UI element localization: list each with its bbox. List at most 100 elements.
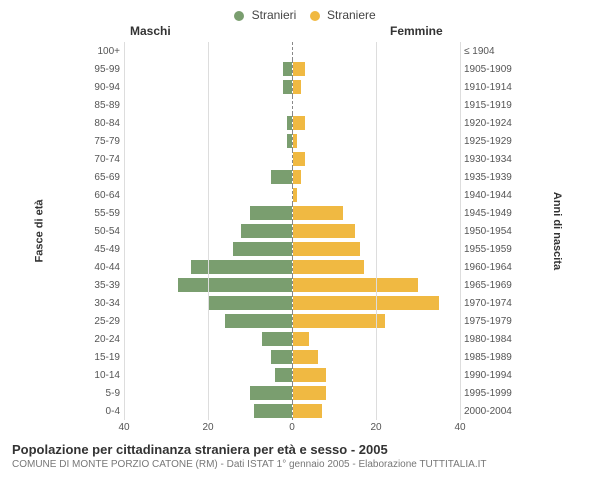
- male-bar: [225, 314, 292, 328]
- x-tick: 20: [202, 422, 213, 433]
- x-tick: 0: [289, 422, 295, 433]
- female-bar: [293, 332, 310, 346]
- birth-year-label: 1935-1939: [460, 172, 520, 183]
- female-bar: [293, 296, 440, 310]
- table-row: 95-99 1905-1909: [80, 60, 520, 78]
- female-bar: [293, 62, 306, 76]
- age-label: 100+: [80, 46, 124, 57]
- x-tick: 40: [454, 422, 465, 433]
- female-bar: [293, 188, 297, 202]
- birth-year-label: 1990-1994: [460, 370, 520, 381]
- age-label: 75-79: [80, 136, 124, 147]
- chart-footer: Popolazione per cittadinanza straniera p…: [10, 442, 590, 470]
- table-row: 5-9 1995-1999: [80, 384, 520, 402]
- x-tick: 40: [118, 422, 129, 433]
- table-row: 85-891915-1919: [80, 96, 520, 114]
- female-bar: [293, 206, 343, 220]
- y-axis-left-title: Fasce di età: [33, 200, 45, 263]
- birth-year-label: 1970-1974: [460, 298, 520, 309]
- male-bar: [191, 260, 292, 274]
- age-label: 70-74: [80, 154, 124, 165]
- x-axis: 0 20 20 40 40: [80, 420, 520, 438]
- female-bar: [293, 314, 385, 328]
- birth-year-label: 1925-1929: [460, 136, 520, 147]
- legend-label-male: Stranieri: [252, 8, 297, 22]
- female-bar: [293, 368, 327, 382]
- table-row: 15-19 1985-1989: [80, 348, 520, 366]
- chart-title: Popolazione per cittadinanza straniera p…: [12, 442, 588, 457]
- y-axis-right-title: Anni di nascita: [551, 192, 563, 270]
- birth-year-label: 2000-2004: [460, 406, 520, 417]
- age-label: 60-64: [80, 190, 124, 201]
- male-bar: [271, 350, 292, 364]
- age-label: 5-9: [80, 388, 124, 399]
- female-bar: [293, 116, 306, 130]
- age-label: 90-94: [80, 82, 124, 93]
- table-row: 80-841920-1924: [80, 114, 520, 132]
- age-label: 10-14: [80, 370, 124, 381]
- age-label: 25-29: [80, 316, 124, 327]
- female-bar: [293, 242, 360, 256]
- table-row: 75-79 1925-1929: [80, 132, 520, 150]
- table-row: 25-291975-1979: [80, 312, 520, 330]
- age-label: 65-69: [80, 172, 124, 183]
- female-bar: [293, 152, 306, 166]
- female-bar: [293, 80, 301, 94]
- age-label: 45-49: [80, 244, 124, 255]
- male-bar: [250, 386, 292, 400]
- age-label: 30-34: [80, 298, 124, 309]
- gridline: [460, 42, 461, 420]
- male-bar: [283, 62, 291, 76]
- male-bar: [250, 206, 292, 220]
- age-label: 50-54: [80, 226, 124, 237]
- legend: Stranieri Straniere: [10, 8, 590, 22]
- male-bar: [262, 332, 291, 346]
- birth-year-label: 1980-1984: [460, 334, 520, 345]
- age-label: 95-99: [80, 64, 124, 75]
- gridline: [376, 42, 377, 420]
- table-row: 50-54 1950-1954: [80, 222, 520, 240]
- plot-area: Fasce di età Anni di nascita 100+≤ 19049…: [10, 42, 590, 420]
- birth-year-label: 1915-1919: [460, 100, 520, 111]
- female-bar: [293, 350, 318, 364]
- table-row: 20-241980-1984: [80, 330, 520, 348]
- birth-year-label: 1950-1954: [460, 226, 520, 237]
- male-bar: [208, 296, 292, 310]
- table-row: 55-59 1945-1949: [80, 204, 520, 222]
- male-bar: [287, 134, 291, 148]
- birth-year-label: 1960-1964: [460, 262, 520, 273]
- birth-year-label: 1940-1944: [460, 190, 520, 201]
- legend-swatch-female: [310, 11, 320, 21]
- table-row: 40-44 1960-1964: [80, 258, 520, 276]
- male-bar: [275, 368, 292, 382]
- column-headers: Maschi Femmine: [10, 24, 590, 40]
- age-label: 40-44: [80, 262, 124, 273]
- table-row: 35-391965-1969: [80, 276, 520, 294]
- female-bar: [293, 278, 419, 292]
- age-label: 35-39: [80, 280, 124, 291]
- x-tick: 20: [370, 422, 381, 433]
- legend-swatch-male: [234, 11, 244, 21]
- female-bar: [293, 170, 301, 184]
- table-row: 30-34 1970-1974: [80, 294, 520, 312]
- birth-year-label: 1995-1999: [460, 388, 520, 399]
- table-row: 90-94 1910-1914: [80, 78, 520, 96]
- age-label: 15-19: [80, 352, 124, 363]
- birth-year-label: 1985-1989: [460, 352, 520, 363]
- rows-container: 100+≤ 190495-991905-190990-941910-191485…: [80, 42, 520, 420]
- birth-year-label: 1945-1949: [460, 208, 520, 219]
- table-row: 0-4 2000-2004: [80, 402, 520, 420]
- male-bar: [241, 224, 291, 238]
- birth-year-label: 1905-1909: [460, 64, 520, 75]
- age-label: 80-84: [80, 118, 124, 129]
- female-bar: [293, 386, 327, 400]
- male-bar: [233, 242, 292, 256]
- female-header: Femmine: [390, 24, 443, 38]
- age-label: 0-4: [80, 406, 124, 417]
- age-label: 55-59: [80, 208, 124, 219]
- female-bar: [293, 224, 356, 238]
- table-row: 70-741930-1934: [80, 150, 520, 168]
- birth-year-label: 1910-1914: [460, 82, 520, 93]
- table-row: 65-69 1935-1939: [80, 168, 520, 186]
- table-row: 60-64 1940-1944: [80, 186, 520, 204]
